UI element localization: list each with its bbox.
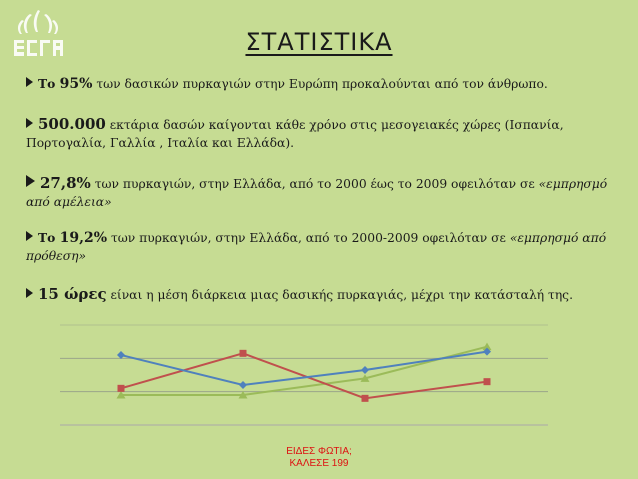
arrow-bullet-icon (26, 175, 35, 187)
page-title: ΣΤΑΤΙΣΤΙΚΑ (245, 28, 393, 56)
bullet-item: 15 ώρες είναι η μέση διάρκεια μιας δασικ… (26, 285, 573, 304)
series-line (121, 345, 488, 396)
data-point (361, 394, 369, 402)
data-point (117, 384, 125, 392)
data-point (483, 378, 491, 386)
footer-line-1: ΕΙΔΕΣ ΦΩΤΙΑ; (286, 446, 352, 457)
data-point (238, 391, 248, 399)
data-point (360, 374, 370, 382)
data-point (239, 381, 247, 389)
bullet-item: 27,8% των πυρκαγιών, στην Ελλάδα, από το… (26, 174, 608, 209)
data-point (482, 342, 492, 351)
bullet-item: Το 19,2% των πυρκαγιών, στην Ελλάδα, από… (26, 230, 607, 263)
logo-icon (14, 10, 63, 56)
footer-line-2: ΚΑΛΕΣΕ 199 (289, 458, 349, 469)
arrow-bullet-icon (26, 231, 33, 241)
series-line (120, 350, 488, 387)
footer-note: ΕΙΔΕΣ ΦΩΤΙΑ; ΚΑΛΕΣΕ 199 (262, 446, 376, 470)
bullet-item: 500.000 εκτάρια δασών καίγονται κάθε χρό… (26, 115, 564, 150)
data-point (239, 349, 247, 357)
arrow-bullet-icon (26, 118, 33, 128)
data-point (361, 366, 369, 374)
data-point (117, 351, 125, 359)
arrow-bullet-icon (26, 288, 33, 298)
data-point (116, 391, 126, 399)
bullet-item: Το 95% των δασικών πυρκαγιών στην Ευρώπη… (26, 75, 548, 93)
data-point (483, 347, 491, 356)
arrow-bullet-icon (26, 77, 33, 87)
